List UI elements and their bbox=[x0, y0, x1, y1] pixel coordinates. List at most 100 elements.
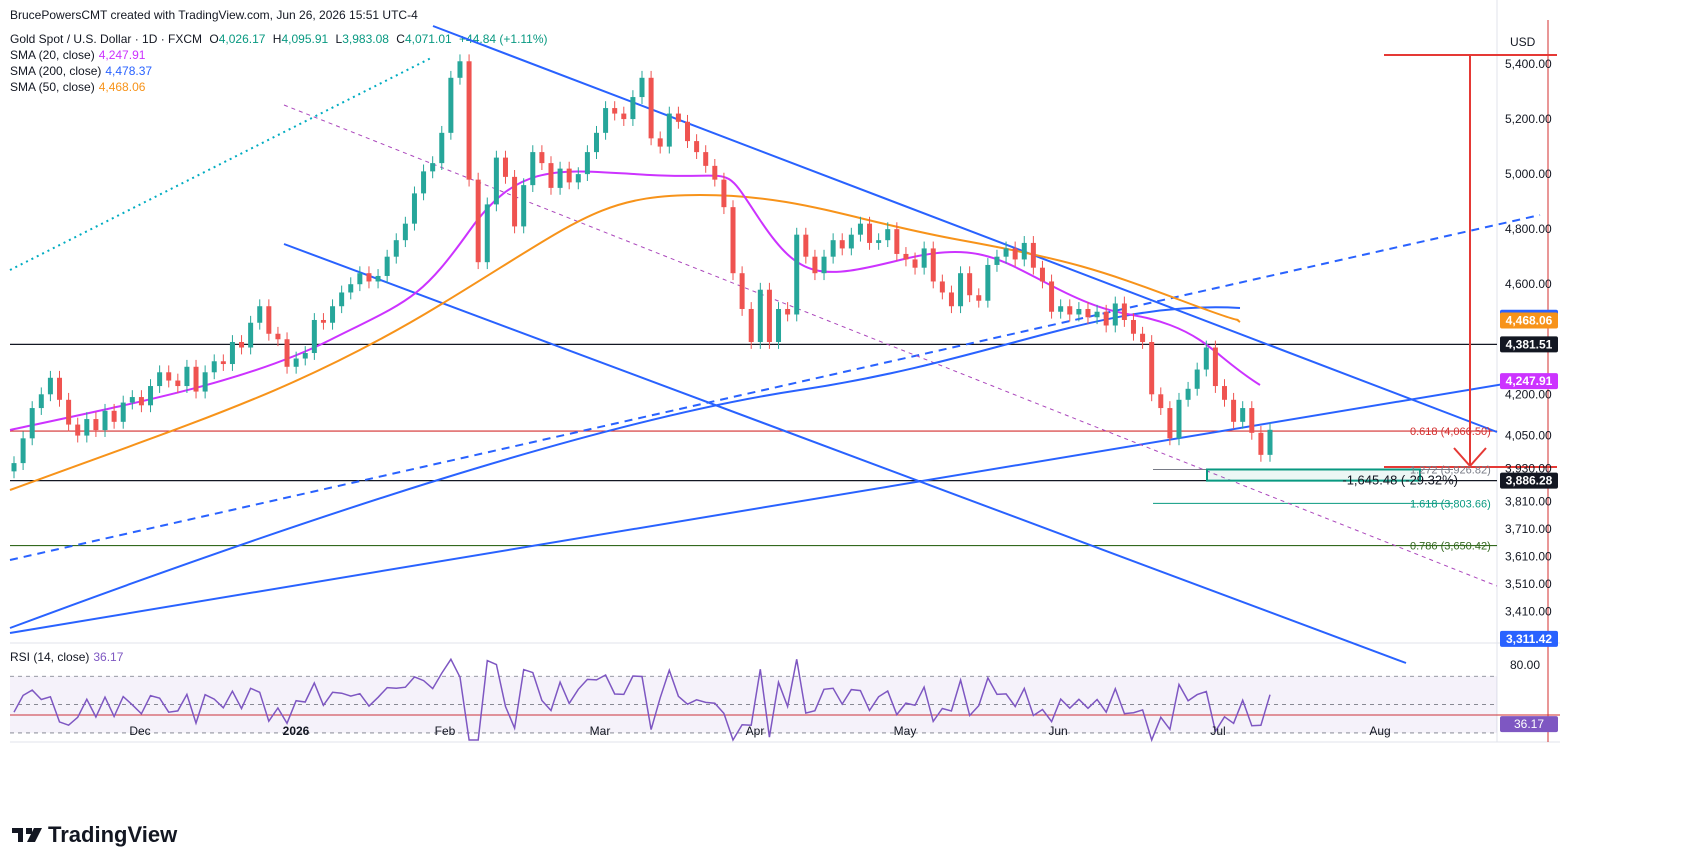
candle-body bbox=[320, 319, 326, 323]
candle-body bbox=[603, 108, 609, 133]
candle-body bbox=[703, 152, 709, 166]
candle-body bbox=[448, 77, 454, 133]
rsi-line bbox=[13, 657, 1271, 743]
candle-body bbox=[1030, 242, 1036, 268]
moving-averages bbox=[9, 170, 1261, 491]
chart-credit: BrucePowersCMT created with TradingView.… bbox=[10, 8, 418, 22]
price-badge-label: 3,311.42 bbox=[1506, 632, 1552, 646]
candle-body bbox=[985, 264, 991, 301]
indicator-sma50[interactable]: SMA (50, close) 4,468.06 bbox=[10, 80, 149, 94]
price-tick-label: 4,800.00 bbox=[1505, 222, 1552, 236]
candle-body bbox=[785, 308, 791, 315]
chart-frame bbox=[10, 0, 1560, 743]
sma200-line bbox=[9, 306, 1241, 629]
measure-arrow-head bbox=[1453, 447, 1487, 468]
candle-body bbox=[639, 77, 645, 98]
candle-body bbox=[521, 185, 527, 227]
trend-line bbox=[9, 377, 1541, 634]
candle-body bbox=[1085, 308, 1091, 318]
indicator-label: SMA (20, close) bbox=[10, 48, 95, 62]
candle-body bbox=[1212, 347, 1218, 387]
candle-body bbox=[1140, 333, 1146, 343]
candle-body bbox=[284, 339, 290, 367]
trend-line bbox=[283, 104, 1498, 587]
price-tick-label: 3,410.00 bbox=[1505, 605, 1552, 619]
candle-body bbox=[1185, 388, 1191, 400]
candle-body bbox=[530, 152, 536, 186]
candle-body bbox=[157, 372, 163, 387]
candle-body bbox=[302, 353, 308, 359]
candle-body bbox=[29, 408, 35, 439]
price-tick-label: 3,810.00 bbox=[1505, 495, 1552, 509]
candle-body bbox=[766, 289, 772, 343]
candle-body bbox=[439, 132, 445, 164]
candle-body bbox=[848, 234, 854, 249]
candle-body bbox=[20, 438, 26, 464]
trend-line bbox=[283, 243, 1407, 664]
candle-body bbox=[748, 308, 754, 343]
candle-body bbox=[1149, 342, 1155, 395]
time-tick-label: 2026 bbox=[283, 724, 310, 738]
price-badge-label: 4,468.06 bbox=[1506, 314, 1553, 328]
sma20-line bbox=[9, 170, 1261, 431]
candle-body bbox=[366, 273, 372, 282]
fib-label: 0.618 (4,066.50) bbox=[1410, 426, 1491, 438]
candle-body bbox=[1058, 306, 1064, 312]
indicator-label: SMA (50, close) bbox=[10, 80, 95, 94]
candle-body bbox=[1231, 399, 1237, 422]
indicator-value: 4,468.06 bbox=[98, 80, 146, 94]
candle-body bbox=[1176, 399, 1182, 439]
close-label: C bbox=[396, 32, 405, 46]
candle-body bbox=[84, 419, 90, 436]
candle-body bbox=[66, 399, 72, 425]
candle-body bbox=[275, 333, 281, 340]
indicator-sma20[interactable]: SMA (20, close) 4,247.91 bbox=[10, 48, 149, 62]
candle-body bbox=[921, 248, 927, 268]
candle-body bbox=[102, 410, 108, 431]
price-badge-label: 4,247.91 bbox=[1506, 374, 1553, 388]
candle-body bbox=[903, 253, 909, 260]
candle-body bbox=[830, 240, 836, 257]
price-badge bbox=[1500, 630, 1558, 647]
candle-body bbox=[958, 273, 964, 307]
candle-body bbox=[994, 256, 1000, 265]
candle-body bbox=[38, 394, 44, 409]
candle-body bbox=[1067, 306, 1073, 315]
candle-body bbox=[1240, 408, 1246, 422]
candle-body bbox=[621, 113, 627, 120]
indicator-sma200[interactable]: SMA (200, close) 4,478.37 bbox=[10, 64, 156, 78]
candle-body bbox=[867, 223, 873, 243]
price-badge-label: 3,886.28 bbox=[1506, 474, 1553, 488]
candle-body bbox=[593, 132, 599, 153]
candle-body bbox=[357, 273, 363, 285]
candle-body bbox=[175, 380, 181, 387]
candle-body bbox=[202, 372, 208, 392]
candle-body bbox=[694, 141, 700, 153]
price-badge bbox=[1500, 336, 1558, 353]
candle-body bbox=[948, 292, 954, 307]
time-tick-label: Jun bbox=[1048, 724, 1067, 738]
candle-body bbox=[612, 108, 618, 114]
candle-body bbox=[821, 256, 827, 274]
candle-body bbox=[930, 248, 936, 282]
price-badge bbox=[1500, 373, 1558, 390]
currency-label: USD bbox=[1510, 35, 1536, 49]
candle-body bbox=[885, 229, 891, 241]
time-tick-label: Apr bbox=[746, 724, 765, 738]
fib-label: 1.272 (3,926.82) bbox=[1410, 464, 1491, 476]
candle-body bbox=[757, 289, 763, 343]
rsi-header[interactable]: RSI (14, close) 36.17 bbox=[10, 650, 127, 664]
candle-body bbox=[239, 342, 245, 348]
candle-body bbox=[539, 152, 545, 164]
tradingview-logo-icon bbox=[12, 825, 42, 845]
candle-body bbox=[1012, 248, 1018, 260]
candle-body bbox=[712, 165, 718, 180]
open-label: O bbox=[209, 32, 219, 46]
candle-body bbox=[939, 281, 945, 293]
candle-body bbox=[648, 77, 654, 139]
candle-body bbox=[1249, 408, 1255, 433]
candle-body bbox=[1076, 308, 1082, 315]
symbol-name[interactable]: Gold Spot / U.S. Dollar · 1D · FXCM bbox=[10, 32, 203, 46]
tradingview-logo[interactable]: TradingView bbox=[12, 822, 177, 848]
